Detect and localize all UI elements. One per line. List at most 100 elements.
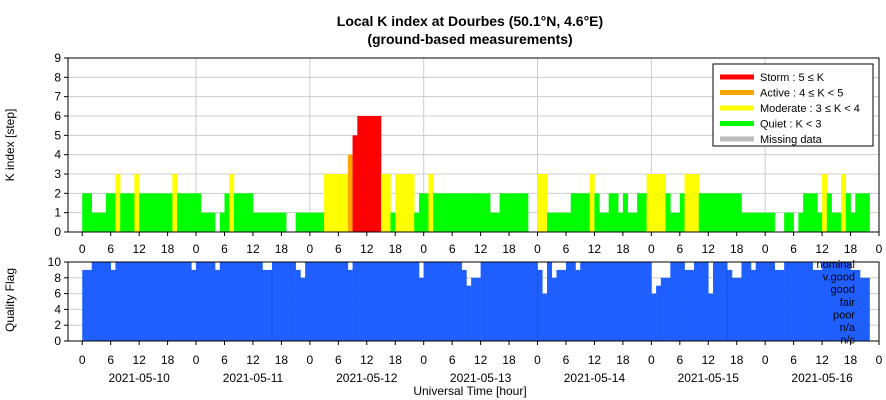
k-x-tick-label: 0 [534,242,541,256]
quality-flag-bar [727,269,733,341]
k-index-bar [101,212,107,232]
k-index-bar [741,212,747,232]
k-index-bar [679,193,685,232]
k-index-bar [689,174,695,232]
k-index-bar [798,212,804,232]
k-index-bar [584,193,590,232]
k-index-bar [480,193,486,232]
k-x-tick-label: 12 [588,242,602,256]
k-index-bar [713,193,719,232]
k-index-bar [769,212,775,232]
k-index-bar [295,212,301,232]
quality-flag-bar [305,262,349,341]
k-plot-frame [67,57,880,233]
quality-flag-bar [295,269,301,341]
k-index-bar [452,193,458,232]
k-index-bar [395,174,401,232]
k-index-bar [191,193,197,232]
k-index-bar [807,193,813,232]
k-index-bar [523,193,529,232]
k-index-bar [120,193,126,232]
quality-x-tick-label: 0 [534,353,541,367]
k-index-bar [390,212,396,232]
k-y-tick-label: 0 [54,225,61,239]
k-x-tick-label: 12 [132,242,146,256]
k-index-bar [570,193,576,232]
quality-x-tick-label: 6 [449,353,456,367]
k-bars [82,116,870,232]
k-x-tick-label: 12 [360,242,374,256]
quality-bars [82,262,870,341]
k-index-bar [817,212,823,232]
k-index-bar [328,174,334,232]
quality-x-tick-label: 12 [588,353,602,367]
k-y-tick-label: 1 [54,206,61,220]
quality-flag-bar [850,269,861,341]
quality-level-label: nominal [816,259,855,271]
k-index-bar [736,193,742,232]
k-x-tick-label: 0 [648,242,655,256]
k-index-bar [110,193,116,232]
k-index-bar [627,212,633,232]
quality-x-tick-label: 18 [161,353,175,367]
quality-y-tick-label: 8 [54,271,61,285]
k-index-bar [831,212,837,232]
quality-flag-bar [822,262,851,341]
k-index-bar [826,193,832,232]
k-index-bar [694,174,700,232]
k-index-bar [803,193,809,232]
quality-x-tick-label: 0 [193,353,200,367]
k-y-tick-label: 3 [54,167,61,181]
k-index-bar [485,193,491,232]
k-index-bar [466,193,472,232]
quality-flag-bar [191,269,197,341]
quality-y-axis: 0 2 46 8 10 [48,255,68,348]
k-x-axis: 0 6 12 18 0 6 12 18 0 6 12 18 0 6 12 18 0 6 12 18 0 6 12 18 0 6 12… [79,232,883,256]
quality-flag-bar [262,269,273,341]
quality-flag-bar [91,262,111,341]
quality-x-axis: 0 6 12 18 0 6 12 18 0 6 12 18 0 6 12 18 0 6 12 18 0 6 12 18 0 6 12… [79,341,883,367]
k-index-bar [143,193,149,232]
quality-flag-bar [418,277,425,341]
k-index-bar [219,212,225,232]
k-index-bar [822,174,828,232]
k-index-bar [309,212,315,232]
k-x-tick-label: 6 [449,242,456,256]
k-y-tick-label: 5 [54,128,61,142]
k-index-bar [158,193,164,232]
k-y-axis: 0 1 2 3 4 5 6 7 8 9 [54,51,68,239]
legend: Storm : 5 ≤ K Active : 4 ≤ K < 5 Moderate … [712,63,874,147]
k-index-bar [836,212,842,232]
legend-label: Moderate : 3 ≤ K < 4 [760,103,860,115]
k-x-tick-label: 0 [193,242,200,256]
quality-y-tick-label: 4 [54,302,61,316]
quality-x-tick-label: 6 [107,353,114,367]
quality-flag-bar [750,269,756,341]
k-y-tick-label: 4 [54,148,61,162]
k-index-bar [139,193,145,232]
quality-x-tick-label: 6 [221,353,228,367]
k-index-bar [186,193,192,232]
quality-level-label: v.good [823,272,855,284]
k-index-bar [414,212,420,232]
k-index-bar [205,212,211,232]
k-index-bar [366,116,372,232]
k-index-bar [267,212,273,232]
quality-flag-bar [580,262,652,341]
k-index-bar [196,193,202,232]
quality-flag-bar [774,269,785,341]
k-x-tick-label: 18 [616,242,630,256]
k-y-tick-label: 7 [54,90,61,104]
k-index-bar [660,174,666,232]
quality-flag-bar [110,269,116,341]
legend-label: Storm : 5 ≤ K [760,72,825,84]
k-index-bar [513,193,519,232]
quality-level-label: fair [840,297,856,309]
k-index-bar [91,212,97,232]
k-y-axis-label: K index [step] [3,109,17,182]
k-index-bar [257,212,263,232]
k-index-bar [333,174,339,232]
quality-x-tick-label: 0 [79,353,86,367]
k-index-bar [784,212,790,232]
k-index-bar [300,212,306,232]
